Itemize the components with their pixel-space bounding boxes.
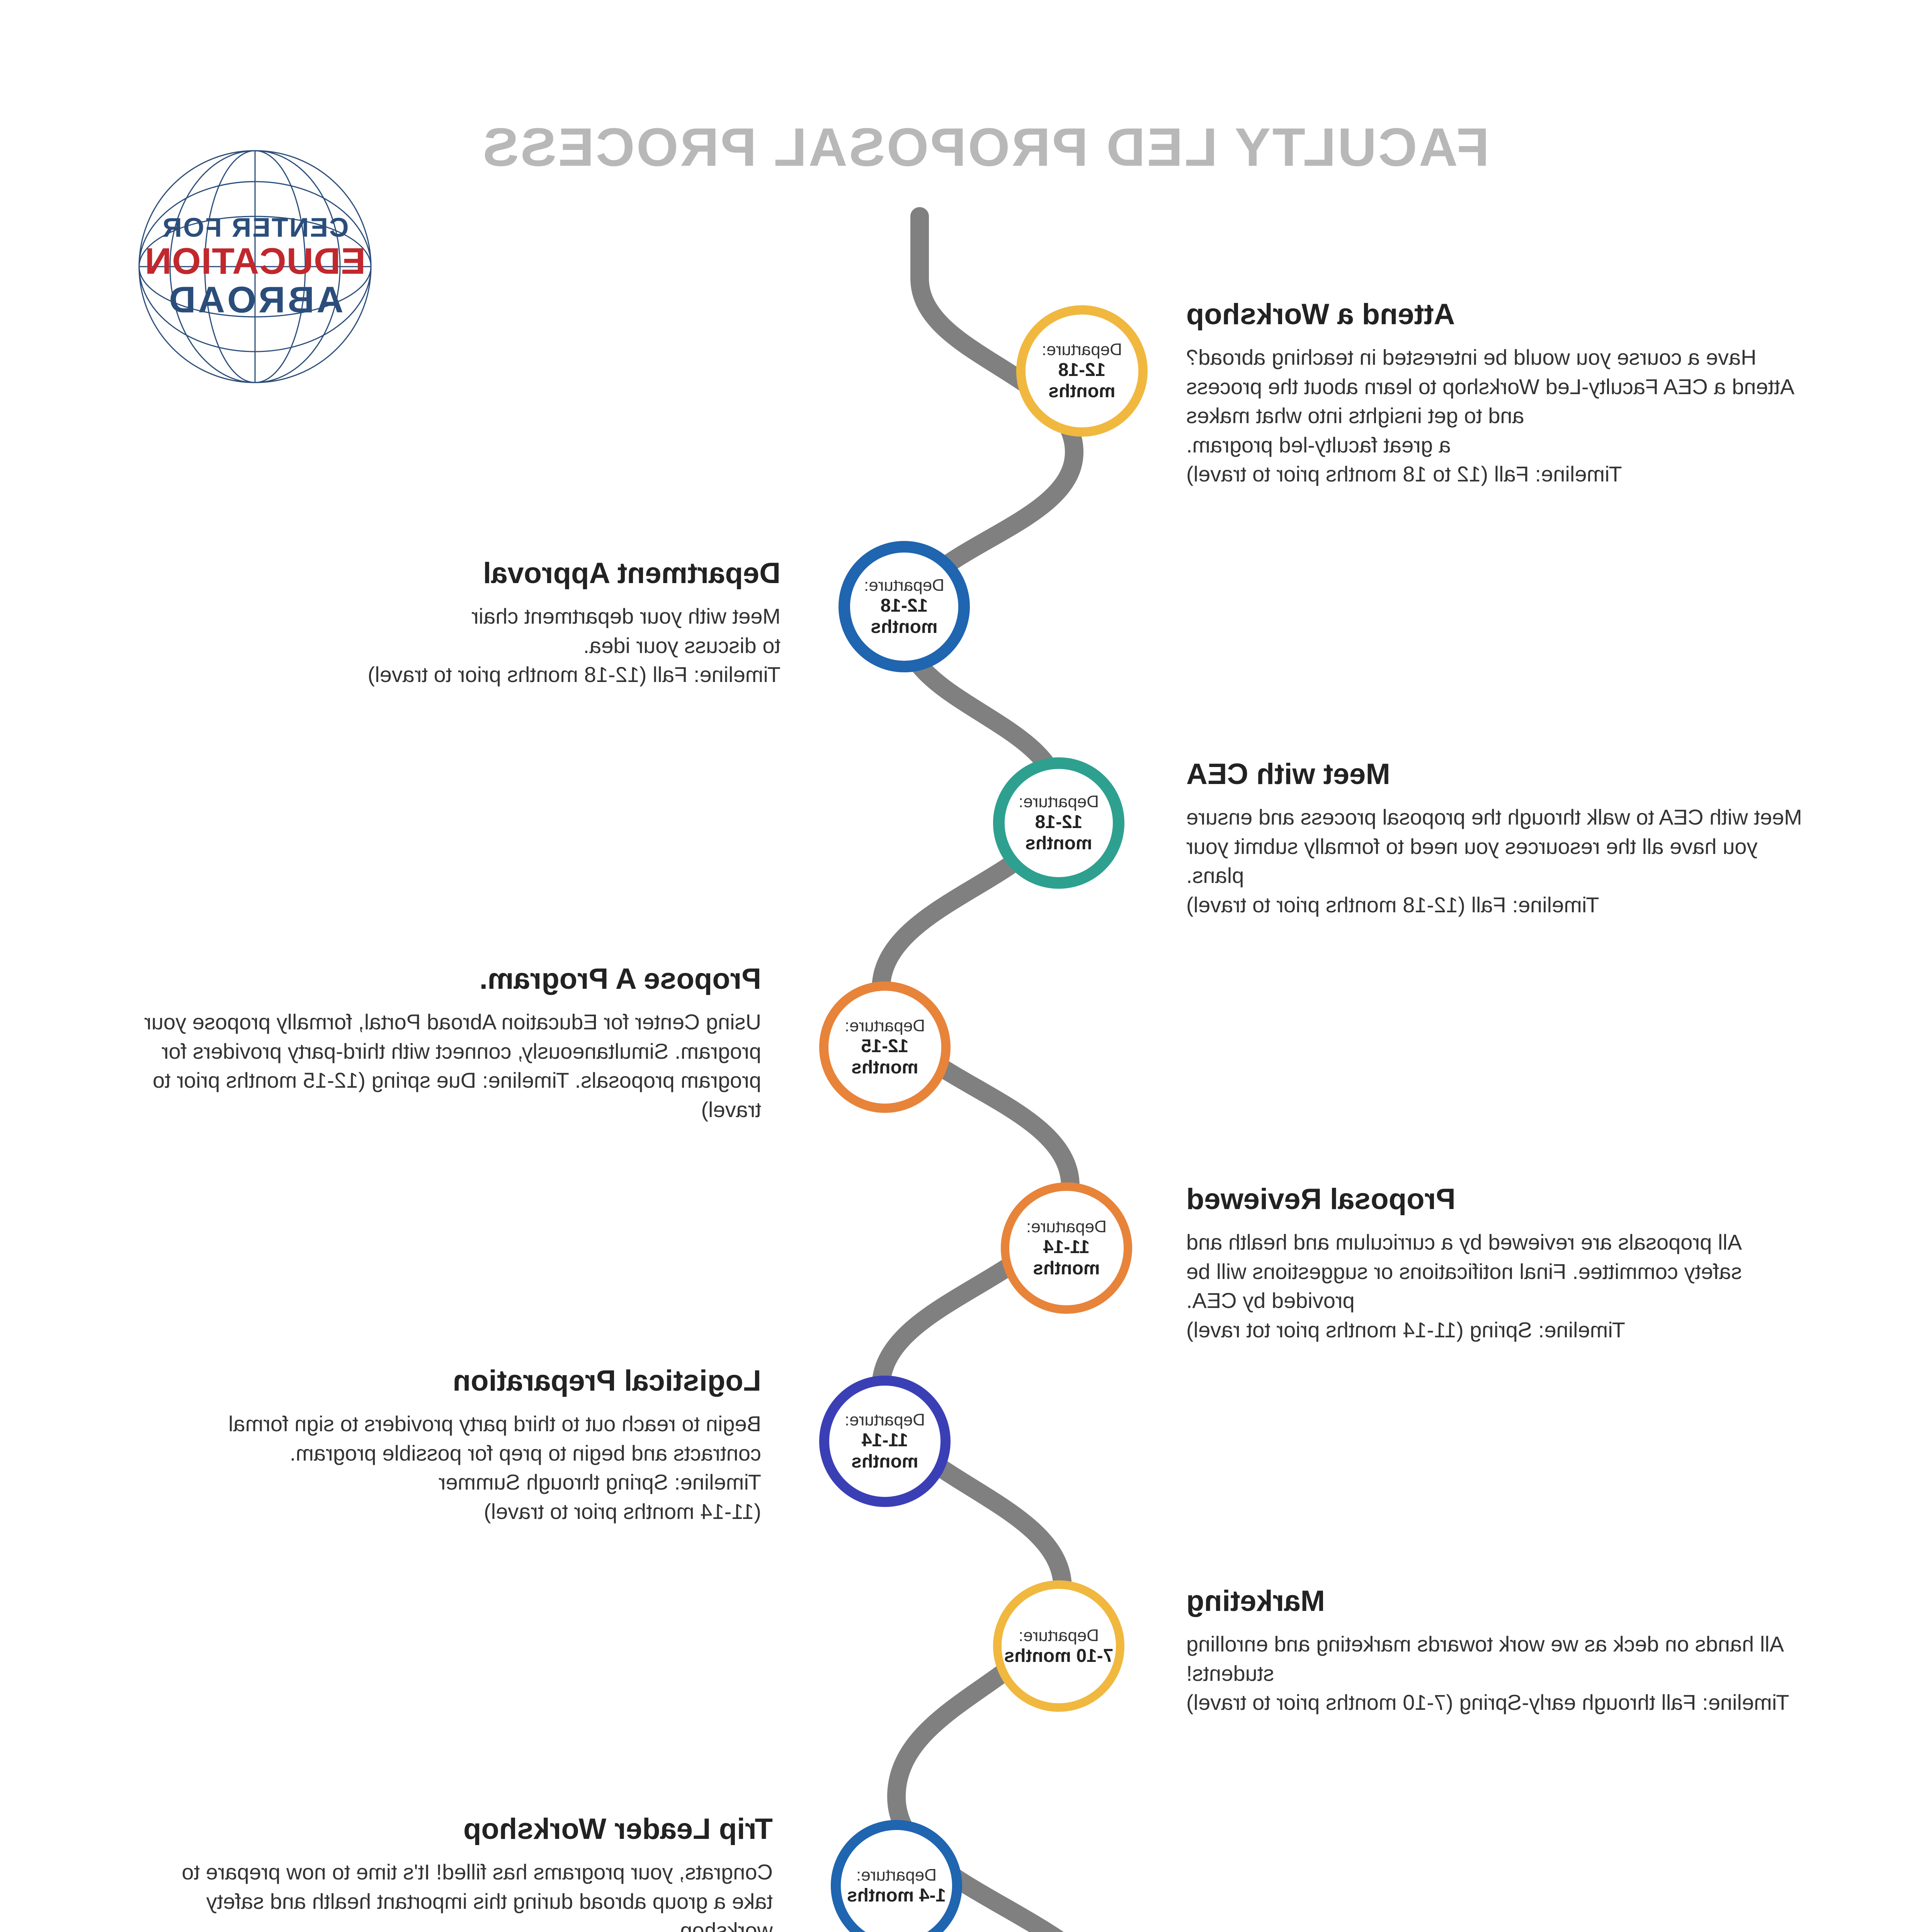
- step-title: Proposal Reviewed: [1186, 1182, 1804, 1216]
- logo-line-1: CENTER FOR: [135, 213, 375, 242]
- departure-value: 1-4 months: [847, 1885, 946, 1906]
- step-body: All hands on deck as we work towards mar…: [1186, 1629, 1804, 1717]
- departure-value: 12-18 months: [1026, 359, 1138, 402]
- departure-label: Departure:: [1026, 1217, 1107, 1236]
- step-title: Marketing: [1186, 1584, 1804, 1618]
- step-node-4: Departure:12-15 months: [819, 981, 951, 1113]
- departure-label: Departure:: [864, 576, 944, 595]
- step-node-3: Departure:12-18 months: [993, 757, 1124, 889]
- departure-value: 12-18 months: [850, 595, 958, 638]
- step-node-7: Departure:7-10 months: [993, 1580, 1124, 1712]
- departure-value: 11-14 months: [1009, 1236, 1124, 1279]
- step-node-1: Departure:12-18 months: [1016, 305, 1148, 437]
- logo-globe: CENTER FOR EDUCATION ABROAD: [135, 147, 375, 386]
- step-body: Begin to reach out to third party provid…: [143, 1409, 761, 1526]
- logo-line-3: ABROAD: [135, 281, 375, 320]
- step-text-1: Attend a Workshop Have a course you would…: [1186, 298, 1804, 489]
- step-title: Meet with CEA: [1186, 757, 1804, 791]
- step-node-8: Departure:1-4 months: [831, 1820, 962, 1932]
- page-title: FACULTY LED PROPOSAL PROCESS: [481, 116, 1489, 179]
- step-text-4: Propose A Program. Using Center for Educa…: [143, 962, 761, 1124]
- departure-label: Departure:: [1019, 1626, 1099, 1645]
- step-body: Congrats, your programs has filled! It's…: [155, 1857, 773, 1932]
- step-node-5: Departure:11-14 months: [1001, 1182, 1132, 1314]
- step-text-3: Meet with CEA Meet with CEA to walk throu…: [1186, 757, 1804, 919]
- step-title: Department Approval: [162, 556, 781, 590]
- step-body: Have a course you would be interested in…: [1186, 343, 1804, 489]
- step-body: Meet with your department chairto discus…: [162, 602, 781, 689]
- step-text-5: Proposal Reviewed All proposals are revie…: [1186, 1182, 1804, 1344]
- departure-value: 7-10 months: [1004, 1645, 1114, 1667]
- step-text-7: Marketing All hands on deck as we work to…: [1186, 1584, 1804, 1717]
- step-node-2: Departure:12-18 months: [838, 541, 970, 672]
- step-title: Attend a Workshop: [1186, 298, 1804, 331]
- step-body: Using Center for Education Abroad Portal…: [143, 1007, 761, 1124]
- departure-label: Departure:: [845, 1410, 925, 1430]
- departure-label: Departure:: [1042, 340, 1122, 359]
- step-title: Trip Leader Workshop: [155, 1812, 773, 1846]
- step-text-6: Logistical Preparation Begin to reach out…: [143, 1364, 761, 1526]
- departure-value: 12-15 months: [828, 1036, 941, 1078]
- step-node-6: Departure:11-14 months: [819, 1376, 951, 1507]
- step-body: Meet with CEA to walk through the propos…: [1186, 803, 1804, 919]
- departure-label: Departure:: [856, 1866, 937, 1885]
- step-title: Propose A Program.: [143, 962, 761, 996]
- logo-line-2: EDUCATION: [135, 242, 375, 281]
- departure-label: Departure:: [1019, 792, 1099, 811]
- step-text-8: Trip Leader Workshop Congrats, your progr…: [155, 1812, 773, 1932]
- logo-text: CENTER FOR EDUCATION ABROAD: [135, 213, 375, 320]
- step-body: All proposals are reviewed by a curricul…: [1186, 1228, 1804, 1344]
- departure-value: 12-18 months: [1005, 811, 1113, 854]
- departure-label: Departure:: [845, 1016, 925, 1036]
- step-title: Logistical Preparation: [143, 1364, 761, 1398]
- departure-value: 11-14 months: [829, 1430, 940, 1472]
- step-text-2: Department Approval Meet with your depart…: [162, 556, 781, 689]
